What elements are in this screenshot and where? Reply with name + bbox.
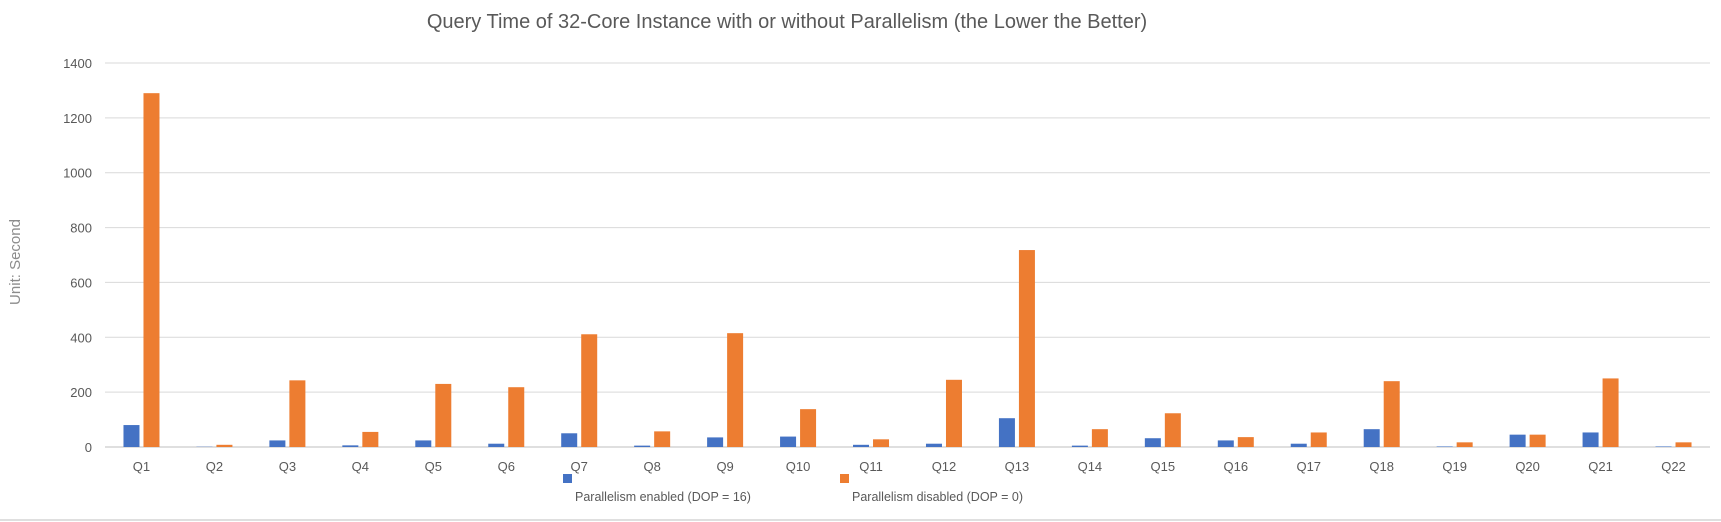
bar-enabled-q5 xyxy=(415,440,432,447)
x-tick-label: Q19 xyxy=(1442,459,1467,474)
legend-label: Parallelism enabled (DOP = 16) xyxy=(575,490,751,504)
bar-enabled-q14 xyxy=(1071,445,1088,447)
bar-enabled-q20 xyxy=(1509,434,1526,447)
bar-enabled-q7 xyxy=(561,433,578,447)
legend: Parallelism enabled (DOP = 16) Parallelis… xyxy=(563,474,1023,504)
x-tick-label: Q20 xyxy=(1515,459,1540,474)
x-tick-label: Q21 xyxy=(1588,459,1613,474)
x-tick-label: Q5 xyxy=(425,459,442,474)
bar-enabled-q13 xyxy=(998,418,1015,447)
y-axis-label: Unit: Second xyxy=(7,219,24,305)
legend-swatch xyxy=(563,474,572,483)
bar-disabled-q8 xyxy=(654,431,671,447)
bar-disabled-q14 xyxy=(1091,429,1108,447)
x-tick-label: Q14 xyxy=(1078,459,1103,474)
bar-disabled-q22 xyxy=(1675,442,1692,447)
x-tick-label: Q12 xyxy=(932,459,957,474)
bar-disabled-q10 xyxy=(800,409,817,447)
y-tick-label: 600 xyxy=(70,275,92,290)
x-tick-label: Q22 xyxy=(1661,459,1686,474)
y-tick-label: 800 xyxy=(70,221,92,236)
y-axis-ticks: 0 200 400 600 800 1000 1200 1400 xyxy=(63,56,92,455)
bar-enabled-q6 xyxy=(488,443,505,447)
bar-disabled-q4 xyxy=(362,431,379,447)
bar-disabled-q1 xyxy=(143,93,160,448)
x-tick-label: Q8 xyxy=(643,459,660,474)
bar-disabled-q5 xyxy=(435,383,452,447)
bar-enabled-q17 xyxy=(1290,443,1307,447)
bars xyxy=(123,93,1692,448)
chart-title: Query Time of 32-Core Instance with or w… xyxy=(427,11,1147,33)
bar-disabled-q19 xyxy=(1456,442,1473,447)
bar-enabled-q9 xyxy=(707,437,724,447)
x-tick-label: Q10 xyxy=(786,459,811,474)
x-tick-label: Q15 xyxy=(1151,459,1176,474)
bar-enabled-q12 xyxy=(925,443,942,447)
y-tick-label: 1400 xyxy=(63,56,92,71)
bar-enabled-q8 xyxy=(634,445,651,447)
x-tick-label: Q1 xyxy=(133,459,150,474)
x-tick-label: Q6 xyxy=(498,459,515,474)
x-tick-label: Q4 xyxy=(352,459,369,474)
bar-enabled-q21 xyxy=(1582,432,1599,447)
bar-enabled-q11 xyxy=(853,444,870,447)
bar-disabled-q9 xyxy=(727,333,744,447)
legend-label: Parallelism disabled (DOP = 0) xyxy=(852,490,1023,504)
bar-disabled-q6 xyxy=(508,387,525,447)
y-tick-label: 1200 xyxy=(63,111,92,126)
bar-disabled-q15 xyxy=(1164,413,1181,447)
bar-disabled-q20 xyxy=(1529,434,1546,447)
bar-disabled-q7 xyxy=(581,334,598,447)
x-tick-label: Q16 xyxy=(1224,459,1249,474)
bar-enabled-q4 xyxy=(342,445,359,447)
bar-enabled-q16 xyxy=(1217,440,1234,447)
x-tick-label: Q2 xyxy=(206,459,223,474)
bar-disabled-q12 xyxy=(945,379,962,447)
y-tick-label: 1000 xyxy=(63,166,92,181)
bar-enabled-q19 xyxy=(1436,446,1453,447)
bar-disabled-q2 xyxy=(216,444,233,447)
x-tick-label: Q17 xyxy=(1296,459,1321,474)
bar-disabled-q13 xyxy=(1018,250,1035,447)
bar-disabled-q21 xyxy=(1602,378,1619,447)
bar-enabled-q10 xyxy=(780,436,797,447)
x-tick-label: Q18 xyxy=(1369,459,1394,474)
bar-disabled-q16 xyxy=(1237,437,1254,447)
bar-enabled-q15 xyxy=(1144,438,1161,447)
bar-disabled-q18 xyxy=(1383,381,1400,447)
bar-disabled-q3 xyxy=(289,380,306,447)
y-tick-label: 200 xyxy=(70,385,92,400)
y-tick-label: 0 xyxy=(85,440,92,455)
bar-enabled-q3 xyxy=(269,440,286,447)
bar-enabled-q22 xyxy=(1655,446,1672,447)
bar-disabled-q17 xyxy=(1310,432,1327,447)
gridlines xyxy=(105,62,1710,448)
y-tick-label: 400 xyxy=(70,330,92,345)
x-tick-label: Q3 xyxy=(279,459,296,474)
bar-disabled-q11 xyxy=(873,439,890,447)
bar-enabled-q1 xyxy=(123,425,140,447)
x-tick-label: Q11 xyxy=(859,459,883,474)
legend-swatch xyxy=(840,474,849,483)
x-axis-ticks: Q1 Q2 Q3 Q4 Q5 Q6 Q7 Q8 Q9 Q10 Q11 Q12 Q13 Q14 Q15 Q16 Q… xyxy=(133,459,1686,474)
x-tick-label: Q9 xyxy=(716,459,733,474)
bar-enabled-q18 xyxy=(1363,429,1380,447)
x-tick-label: Q7 xyxy=(571,459,588,474)
x-tick-label: Q13 xyxy=(1005,459,1030,474)
